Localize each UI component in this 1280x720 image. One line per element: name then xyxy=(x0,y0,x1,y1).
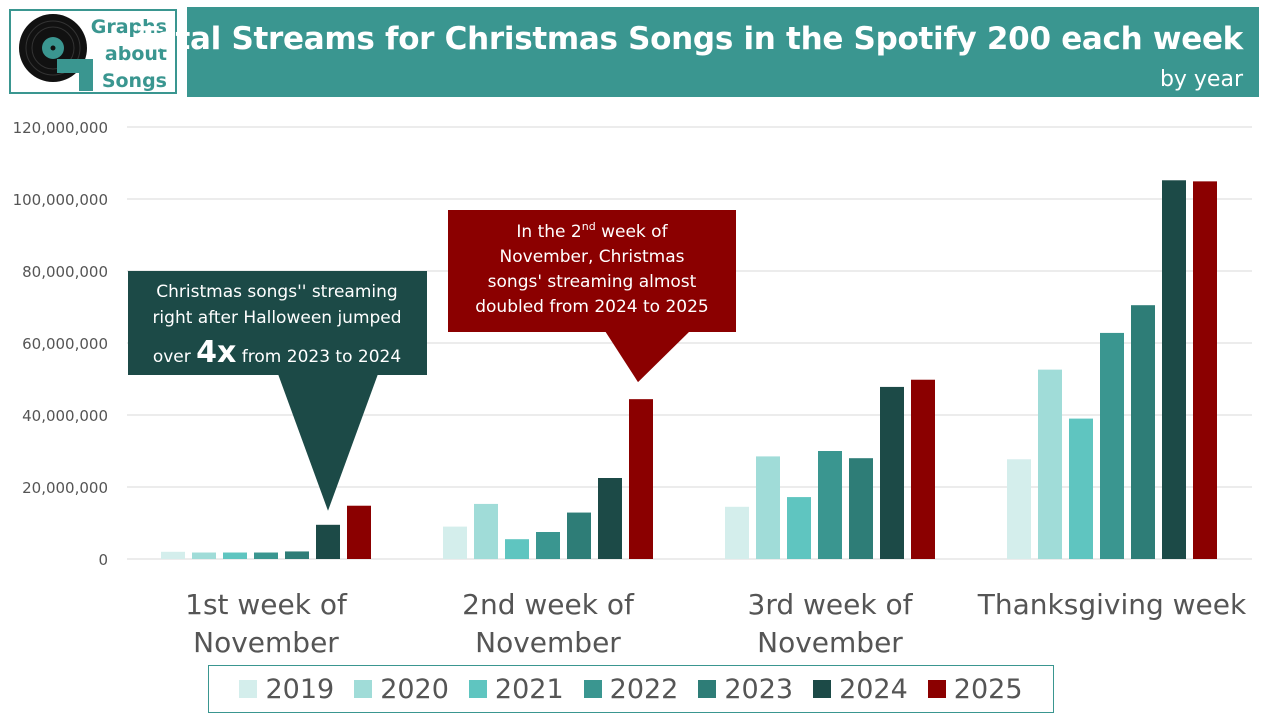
legend-swatch xyxy=(468,680,487,698)
bar-2024 xyxy=(1162,180,1186,559)
bar-2025 xyxy=(1193,181,1217,560)
legend-label: 2022 xyxy=(609,673,679,705)
bar-2019 xyxy=(161,551,185,559)
logo-line: Graphs xyxy=(90,16,167,38)
legend-swatch xyxy=(354,680,373,698)
x-category-label: 1st week of xyxy=(185,588,348,621)
bar-2019 xyxy=(725,506,749,559)
bar-2021 xyxy=(1069,418,1093,559)
legend-item-2023: 2023 xyxy=(698,674,793,705)
legend-label: 2024 xyxy=(839,673,908,705)
bar-2022 xyxy=(536,532,560,559)
bar-2025 xyxy=(911,379,935,559)
logo-line: about xyxy=(104,43,167,65)
legend: 2019 2020 2021 2022 2023 2024 2025 xyxy=(208,665,1054,713)
bar-2021 xyxy=(505,539,529,559)
logo: Graphs about Songs xyxy=(9,9,177,94)
bar-2022 xyxy=(1100,332,1124,559)
title-bar: Total Streams for Christmas Songs in the… xyxy=(138,7,1259,97)
annotation-text: songs' streaming almost xyxy=(488,272,697,292)
y-tick-label: 60,000,000 xyxy=(22,335,108,353)
bar-2024 xyxy=(316,524,340,559)
annotation-pointer xyxy=(605,331,690,383)
x-category-label: November xyxy=(475,626,621,659)
legend-swatch xyxy=(583,680,602,698)
bar-2024 xyxy=(598,478,622,559)
bar-2023 xyxy=(567,512,591,559)
annotation-text: right after Halloween jumped xyxy=(152,308,401,328)
bar-2025 xyxy=(629,399,653,559)
legend-item-2021: 2021 xyxy=(468,673,564,705)
annotation-box xyxy=(448,210,736,332)
annotation-box xyxy=(128,271,427,375)
y-tick-label: 40,000,000 xyxy=(22,407,108,425)
legend-item-2024: 2024 xyxy=(813,674,908,705)
bar-2021 xyxy=(223,552,247,559)
legend-label: 2025 xyxy=(953,673,1023,705)
bar-2022 xyxy=(254,552,278,559)
legend-label: 2020 xyxy=(380,673,449,705)
bar-chart: 0 20,000,000 40,000,000 60,000,000 80,000,00… xyxy=(13,119,1252,659)
annotation-text: In the 2nd week of xyxy=(516,220,668,242)
bar-2020 xyxy=(756,456,780,559)
legend-item-2019: 2019 xyxy=(239,674,334,705)
y-tick-label: 100,000,000 xyxy=(13,191,108,209)
chart-title: Total Streams for Christmas Songs in the… xyxy=(137,21,1244,57)
y-tick-label: 120,000,000 xyxy=(13,119,108,137)
y-tick-label: 0 xyxy=(98,551,108,569)
legend-swatch xyxy=(927,680,946,698)
logo-text: Graphs about Songs xyxy=(77,14,167,95)
x-category-label: November xyxy=(193,626,339,659)
annotation-text: Christmas songs'' streaming xyxy=(156,282,397,302)
legend-item-2025: 2025 xyxy=(927,673,1023,705)
x-category-label: November xyxy=(757,626,903,659)
legend-label: 2023 xyxy=(724,673,794,705)
legend-swatch xyxy=(698,680,717,698)
x-category-label: 2nd week of xyxy=(462,588,635,621)
bar-2024 xyxy=(880,386,904,559)
bar-2019 xyxy=(1007,459,1031,559)
bar-2025 xyxy=(347,505,371,559)
annotation-text: over 4x from 2023 to 2024 xyxy=(153,335,401,370)
bar-2022 xyxy=(818,451,842,559)
bar-2023 xyxy=(285,551,309,559)
annotation-text: doubled from 2024 to 2025 xyxy=(475,297,709,317)
legend-swatch xyxy=(239,680,258,698)
legend-swatch xyxy=(813,680,832,698)
legend-item-2022: 2022 xyxy=(583,673,679,705)
bar-2020 xyxy=(192,552,216,559)
vinyl-record-icon xyxy=(19,14,93,91)
annotation-pointer xyxy=(278,374,378,511)
legend-label: 2021 xyxy=(494,673,564,705)
bar-2023 xyxy=(1131,305,1155,559)
y-tick-label: 20,000,000 xyxy=(22,479,108,497)
bar-2019 xyxy=(443,526,467,559)
logo-line: Songs xyxy=(101,70,167,92)
x-category-label: 3rd week of xyxy=(748,588,914,621)
x-category-label: Thanksgiving week xyxy=(977,588,1247,621)
bar-2020 xyxy=(474,503,498,559)
y-tick-label: 80,000,000 xyxy=(22,263,108,281)
annotation-text: November, Christmas xyxy=(500,247,685,267)
bar-2020 xyxy=(1038,369,1062,559)
chart-subtitle: by year xyxy=(1159,67,1243,92)
bar-2023 xyxy=(849,458,873,559)
legend-label: 2019 xyxy=(265,673,335,705)
bar-2021 xyxy=(787,497,811,559)
legend-item-2020: 2020 xyxy=(354,674,449,705)
